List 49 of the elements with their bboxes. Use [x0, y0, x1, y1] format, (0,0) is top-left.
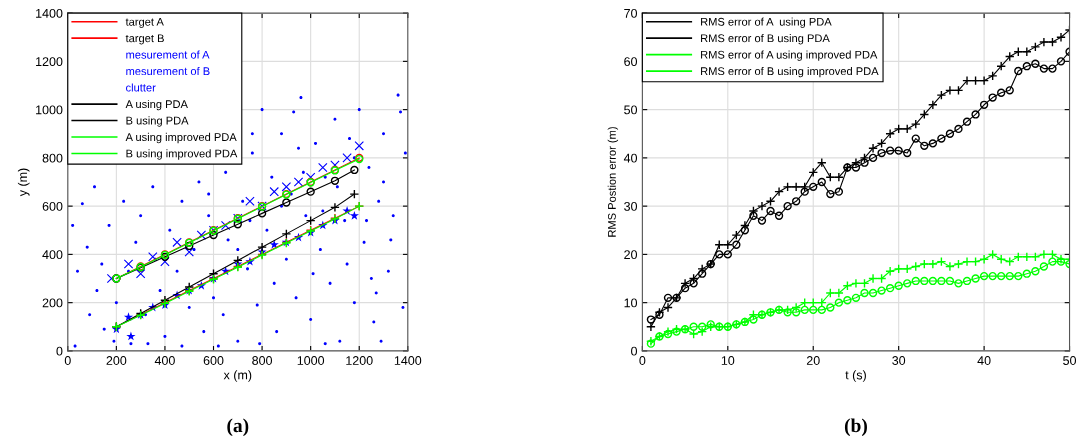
y-tick-label: 10 — [624, 298, 638, 308]
text: (a) — [227, 418, 249, 437]
x-tick-label: 0 — [64, 356, 71, 365]
y-tick-label: 30 — [624, 201, 638, 211]
y-tick-label: 60 — [624, 57, 638, 67]
x-tick-label: 200 — [106, 356, 127, 365]
y-tick-label: 0 — [56, 346, 63, 356]
x-tick-label: 20 — [806, 356, 820, 365]
x-tick-label: 10 — [721, 356, 735, 365]
legend-label: target B — [125, 34, 164, 45]
y-tick-label: 400 — [42, 250, 63, 260]
y-axis-title: RMS Postion error (m) — [607, 127, 619, 237]
text: mesurement of B — [126, 66, 210, 76]
legend-label: B using PDA — [126, 116, 189, 127]
x-tick-label: 1200 — [346, 356, 373, 365]
legend-label: RMS error of B using improved PDA — [701, 66, 879, 78]
x-tick-label: 40 — [977, 356, 991, 365]
legend-label: B using improved PDA — [126, 149, 238, 160]
y-tick-label: 40 — [623, 153, 638, 163]
y-tick-label: 600 — [42, 201, 63, 211]
y-tick-label: 1200 — [36, 57, 63, 67]
y-tick-label: 800 — [42, 153, 63, 163]
legend-label: A using PDA — [125, 99, 188, 111]
x-tick-label: 1000 — [297, 356, 325, 365]
x-axis-title: x (m) — [223, 370, 252, 382]
text: mesurement of A — [126, 50, 210, 59]
y-tick-label: 1000 — [36, 105, 63, 115]
y-tick-label: 1400 — [36, 8, 63, 18]
legend-label: RMS error of A using improved PDA — [701, 50, 878, 61]
text: clutter — [126, 83, 156, 92]
y-tick-label: 20 — [624, 250, 638, 260]
y-axis-title: y (m) — [17, 168, 30, 197]
legend-label: A using improved PDA — [125, 132, 237, 144]
text: (b) — [844, 418, 867, 437]
y-tick-label: 200 — [42, 298, 63, 308]
legend-label: target A — [125, 17, 164, 28]
y-tick-label: 70 — [624, 8, 638, 18]
y-tick-label: 0 — [631, 346, 638, 356]
x-tick-label: 1400 — [394, 356, 422, 365]
x-tick-label: 50 — [1063, 356, 1076, 365]
x-tick-label: 0 — [639, 356, 646, 365]
legend-label: RMS error of A using PDA — [701, 17, 832, 28]
x-tick-label: 30 — [892, 356, 906, 365]
x-tick-label: 400 — [154, 356, 175, 365]
legend-label: RMS error of B using PDA — [701, 34, 830, 45]
x-axis-title: t (s) — [845, 370, 866, 382]
y-tick-label: 50 — [624, 105, 638, 115]
x-tick-label: 800 — [252, 356, 273, 365]
x-tick-label: 600 — [203, 356, 224, 365]
